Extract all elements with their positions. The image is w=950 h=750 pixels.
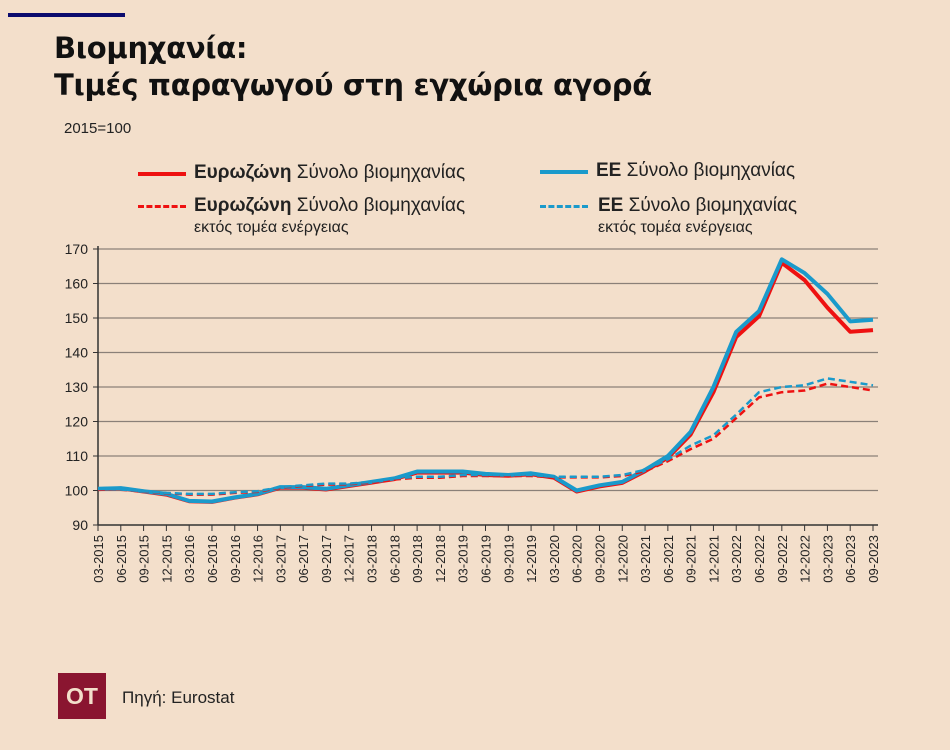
x-tick-label: 03-2022 [729, 535, 744, 583]
x-tick-label: 03-2016 [182, 535, 197, 583]
x-tick-label: 06-2017 [296, 535, 311, 583]
y-tick-label: 160 [65, 276, 89, 292]
x-tick-label: 03-2017 [273, 535, 288, 583]
series-line-0 [97, 260, 874, 504]
x-tick-label: 09-2022 [775, 535, 790, 583]
x-tick-label: 12-2018 [433, 535, 448, 583]
y-tick-label: 170 [65, 241, 89, 257]
x-tick-label: 06-2015 [114, 535, 129, 583]
title-line-2: Τιμές παραγωγού στη εγχώρια αγορά [54, 68, 652, 102]
x-tick-label: 09-2015 [137, 535, 152, 583]
x-tick-label: 09-2016 [228, 535, 243, 583]
x-tick-label: 09-2017 [319, 535, 334, 583]
accent-bar [8, 13, 125, 17]
series-line-3 [97, 377, 874, 496]
legend-eu-ex-energy: ΕΕ Σύνολο βιομηχανίας εκτός τομέα ενέργει… [598, 195, 798, 236]
x-tick-label: 06-2018 [387, 535, 402, 583]
source-note: Πηγή: Eurostat [122, 688, 235, 707]
title-line-1: Βιομηχανία: [54, 31, 248, 65]
x-tick-label: 03-2018 [365, 535, 380, 583]
x-tick-label: 03-2021 [638, 535, 653, 583]
x-tick-label: 09-2020 [592, 535, 607, 583]
legend-swatch-eu-total [540, 170, 588, 174]
x-tick-label: 12-2019 [524, 535, 539, 583]
x-tick-label: 06-2023 [843, 535, 858, 583]
y-tick-label: 110 [66, 448, 89, 464]
legend-swatch-ez-ex-energy [138, 205, 186, 208]
chart-title: Βιομηχανία: Τιμές παραγωγού στη εγχώρια … [54, 30, 652, 104]
y-tick-label: 150 [65, 310, 89, 326]
x-tick-label: 06-2021 [661, 535, 676, 583]
x-tick-label: 12-2015 [159, 535, 174, 583]
base-note: 2015=100 [64, 120, 132, 137]
y-tick-label: 130 [65, 379, 89, 395]
x-tick-label: 12-2021 [706, 535, 721, 583]
legend-ez-total: Ευρωζώνη Σύνολο βιομηχανίας [194, 162, 466, 183]
x-tick-label: 06-2022 [752, 535, 767, 583]
x-tick-label: 12-2022 [798, 535, 813, 583]
line-chart: 90 100 110 120 130 140 150 160 170 03-2015 06-2015… [65, 241, 881, 583]
series-line-2 [97, 382, 874, 496]
x-tick-label: 12-2017 [342, 535, 357, 583]
series-line-1 [97, 257, 874, 504]
x-tick-label: 06-2020 [570, 535, 585, 583]
legend-ez-ex-energy: Ευρωζώνη Σύνολο βιομηχανίας εκτός τομέα ε… [194, 195, 466, 236]
legend-swatch-eu-ex-energy [540, 205, 588, 208]
x-tick-label: 03-2015 [91, 535, 106, 583]
x-tick-label: 09-2023 [866, 535, 881, 583]
x-tick-label: 09-2021 [684, 535, 699, 583]
legend-eu-total: ΕΕ Σύνολο βιομηχανίας [596, 160, 796, 181]
x-tick-label: 12-2016 [251, 535, 266, 583]
x-tick-label: 03-2020 [547, 535, 562, 583]
x-tick-label: 03-2023 [820, 535, 835, 583]
x-tick-label: 03-2019 [456, 535, 471, 583]
x-tick-label: 09-2019 [501, 535, 516, 583]
y-tick-label: 120 [65, 414, 89, 430]
ot-logo: OT [58, 673, 106, 719]
y-tick-label: 100 [65, 483, 89, 499]
x-tick-label: 09-2018 [410, 535, 425, 583]
legend-swatch-ez-total [138, 172, 186, 176]
x-tick-label: 06-2016 [205, 535, 220, 583]
y-tick-label: 140 [65, 345, 89, 361]
x-tick-label: 06-2019 [479, 535, 494, 583]
y-tick-label: 90 [72, 517, 88, 533]
x-tick-label: 12-2020 [615, 535, 630, 583]
